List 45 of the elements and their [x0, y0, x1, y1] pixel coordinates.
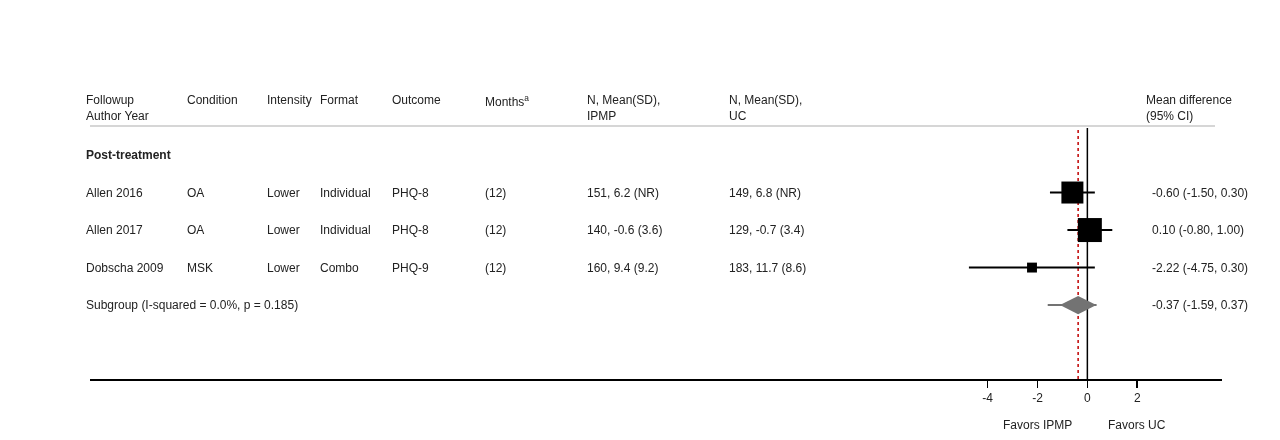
annotation: PHQ-8 — [392, 186, 429, 200]
text: Condition — [187, 93, 238, 107]
annotation: 129, -0.7 (3.4) — [729, 223, 805, 237]
annotation: -2.22 (-4.75, 0.30) — [1152, 261, 1249, 275]
annotation: Individual — [320, 186, 371, 200]
annotation: PHQ-9 — [392, 261, 429, 275]
annotation: Combo — [320, 261, 360, 275]
annotation: 149, 6.8 (NR) — [729, 186, 802, 200]
y-tick-label: Dobscha 2009 — [86, 261, 164, 275]
y-tick-label: Allen 2017 — [86, 223, 144, 237]
annotation: 160, 9.4 (9.2) — [587, 261, 659, 275]
text: Months$^{a}$ — [485, 93, 530, 110]
y-tick-label: Subgroup (I-squared = 0.0%, p = 0.185) — [86, 298, 299, 312]
annotation: -0.60 (-1.50, 0.30) — [1152, 186, 1249, 200]
x-tick-label: 2 — [1133, 390, 1141, 405]
x-tick-label: -4 — [982, 390, 994, 405]
annotation: MSK — [187, 261, 214, 275]
annotation: 151, 6.2 (NR) — [587, 186, 660, 200]
annotation: (12) — [485, 223, 507, 237]
annotation: -0.37 (-1.59, 0.37) — [1152, 298, 1249, 312]
annotation: (12) — [485, 186, 507, 200]
x-tick-label: -2 — [1032, 390, 1044, 405]
annotation: Lower — [267, 223, 300, 237]
annotation: Individual — [320, 223, 371, 237]
text: Mean difference (95% CI) — [1146, 93, 1233, 123]
text: Followup Author Year — [86, 93, 149, 123]
x-tick-label: 0 — [1084, 390, 1092, 405]
text: Format — [320, 93, 359, 107]
annotation: 140, -0.6 (3.6) — [587, 223, 663, 237]
text: N, Mean(SD), UC — [729, 93, 803, 123]
annotation: (12) — [485, 261, 507, 275]
annotation: OA — [187, 223, 205, 237]
text: Favors UC — [1108, 418, 1166, 432]
annotation: 183, 11.7 (8.6) — [729, 261, 807, 275]
annotation: PHQ-8 — [392, 223, 429, 237]
annotation: OA — [187, 186, 205, 200]
text: N, Mean(SD), IPMP — [587, 93, 661, 123]
annotation: Lower — [267, 261, 300, 275]
y-tick-label: Allen 2016 — [86, 186, 144, 200]
text: Favors IPMP — [1003, 418, 1073, 432]
annotation: Lower — [267, 186, 300, 200]
text: Outcome — [392, 93, 442, 107]
y-tick-label: Post-treatment — [86, 148, 171, 162]
text: Intensity — [267, 93, 312, 107]
annotation: 0.10 (-0.80, 1.00) — [1152, 223, 1245, 237]
